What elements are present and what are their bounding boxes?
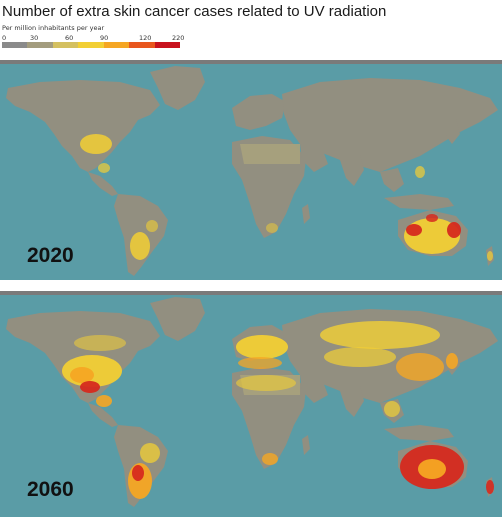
- europe: [232, 94, 286, 130]
- hotspot-new-zealand: [487, 251, 493, 261]
- hotspot-argentina: [130, 232, 150, 260]
- legend-caption: Per million inhabitants per year: [2, 24, 105, 32]
- north-america: [6, 80, 160, 172]
- map-2060: 2060: [0, 291, 502, 517]
- central-america: [88, 403, 118, 427]
- hotspot-mediterranean: [238, 357, 282, 369]
- legend-ticks: 0 30 60 90 120 220: [2, 34, 184, 42]
- asia: [282, 78, 498, 172]
- hotspot-central-asia: [324, 347, 396, 367]
- hotspot-mexico: [96, 395, 112, 407]
- southeast-asia: [380, 168, 404, 192]
- japan: [446, 118, 460, 144]
- hotspot-philippines: [415, 166, 425, 178]
- hotspot-russia: [320, 321, 440, 349]
- legend-swatch: [27, 42, 53, 48]
- legend-swatch: [103, 42, 130, 48]
- india: [338, 154, 364, 186]
- hotspot-australia-west: [406, 224, 422, 236]
- legend-color-bar: [2, 42, 180, 48]
- world-map-2020: [0, 60, 502, 276]
- hotspot-australia-north: [426, 214, 438, 222]
- hotspot-south-africa: [266, 223, 278, 233]
- hotspot-mexico: [98, 163, 110, 173]
- hotspot-canada: [74, 335, 126, 351]
- madagascar: [302, 204, 310, 224]
- arabia: [300, 375, 328, 403]
- hotspot-argentina-red: [132, 465, 144, 481]
- indonesia: [384, 194, 454, 210]
- legend-tick: 90: [100, 34, 109, 42]
- india: [338, 385, 364, 417]
- arabia: [300, 144, 328, 172]
- hotspot-brazil: [140, 443, 160, 463]
- central-america: [88, 172, 118, 196]
- hotspot-australia-east: [447, 222, 461, 238]
- hotspot-brazil: [146, 220, 158, 232]
- hotspot-new-zealand: [486, 480, 494, 494]
- legend-swatch: [154, 42, 180, 48]
- greenland: [150, 297, 205, 341]
- antarctica-strip: [0, 60, 502, 64]
- legend-tick: 60: [65, 34, 74, 42]
- legend-tick: 120: [139, 34, 152, 42]
- legend-swatch: [52, 42, 79, 48]
- legend-swatch: [129, 42, 155, 48]
- hotspot-japan: [446, 353, 458, 369]
- hotspot-australia-core: [418, 459, 446, 479]
- chart-title: Number of extra skin cancer cases relate…: [2, 3, 387, 20]
- world-map-2060: [0, 291, 502, 507]
- hotspot-southeast-asia: [384, 401, 400, 417]
- year-label-2020: 2020: [27, 244, 74, 267]
- hotspot-china: [396, 353, 444, 381]
- hotspot-texas: [80, 381, 100, 393]
- greenland: [150, 66, 205, 110]
- map-2020: 2020: [0, 60, 502, 280]
- legend-tick: 30: [30, 34, 39, 42]
- legend-tick: 0: [2, 34, 7, 42]
- hotspot-usa-red: [70, 367, 94, 383]
- sahara-tint: [240, 144, 300, 164]
- madagascar: [302, 435, 310, 455]
- hotspot-europe: [236, 335, 288, 359]
- legend-swatch: [78, 42, 104, 48]
- year-label-2060: 2060: [27, 478, 74, 501]
- hotspot-north-africa: [236, 375, 296, 391]
- antarctica-strip: [0, 291, 502, 295]
- indonesia: [384, 425, 454, 441]
- legend-tick: 220: [172, 34, 185, 42]
- hotspot-south-africa: [262, 453, 278, 465]
- legend-swatch: [2, 42, 28, 48]
- hotspot-usa: [80, 134, 112, 154]
